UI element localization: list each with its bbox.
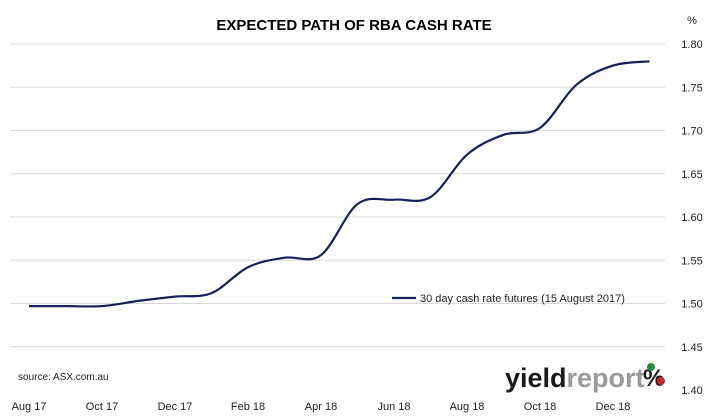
x-tick-label: Aug 18: [450, 401, 485, 413]
x-tick-label: Jun 18: [377, 401, 410, 413]
legend: 30 day cash rate futures (15 August 2017…: [392, 293, 625, 305]
percent-icon: %: [643, 363, 665, 392]
y-tick-label: 1.50: [681, 299, 702, 311]
y-tick-label: 1.75: [681, 82, 702, 94]
x-tick-label: Oct 18: [524, 401, 556, 413]
y-axis-unit: %: [687, 15, 697, 27]
x-tick-label: Dec 18: [596, 401, 631, 413]
source-note: source: ASX.com.au: [18, 372, 109, 383]
logo-percent: %: [643, 365, 664, 392]
y-tick-label: 1.65: [681, 169, 702, 181]
x-tick-label: Aug 17: [12, 401, 47, 413]
y-tick-label: 1.55: [681, 255, 702, 267]
y-tick-label: 1.60: [681, 212, 702, 224]
logo-dot-green: [647, 363, 655, 371]
y-tick-labels: 1.40 1.45 1.50 1.55 1.60 1.65 1.70 1.75 1.80: [681, 39, 702, 397]
x-tick-label: Oct 17: [86, 401, 118, 413]
logo-part-yield: yield: [505, 363, 567, 393]
y-tick-label: 1.80: [681, 39, 702, 51]
logo-text: yieldreport: [505, 363, 645, 393]
x-tick-label: Apr 18: [305, 401, 337, 413]
series-group: [28, 60, 650, 308]
y-tick-label: 1.40: [681, 385, 702, 397]
series-line: [28, 60, 650, 308]
y-tick-label: 1.45: [681, 342, 702, 354]
legend-label: 30 day cash rate futures (15 August 2017…: [420, 293, 625, 305]
x-tick-labels: Aug 17 Oct 17 Dec 17 Feb 18 Apr 18 Jun 18 Aug …: [12, 401, 631, 413]
x-tick-label: Feb 18: [231, 401, 265, 413]
yieldreport-logo: yieldreport %: [505, 363, 665, 393]
logo-dot-red: [657, 377, 665, 385]
logo-part-report: report: [567, 363, 645, 393]
x-tick-label: Dec 17: [158, 401, 193, 413]
chart-title: EXPECTED PATH OF RBA CASH RATE: [216, 17, 491, 34]
y-tick-label: 1.70: [681, 126, 702, 138]
